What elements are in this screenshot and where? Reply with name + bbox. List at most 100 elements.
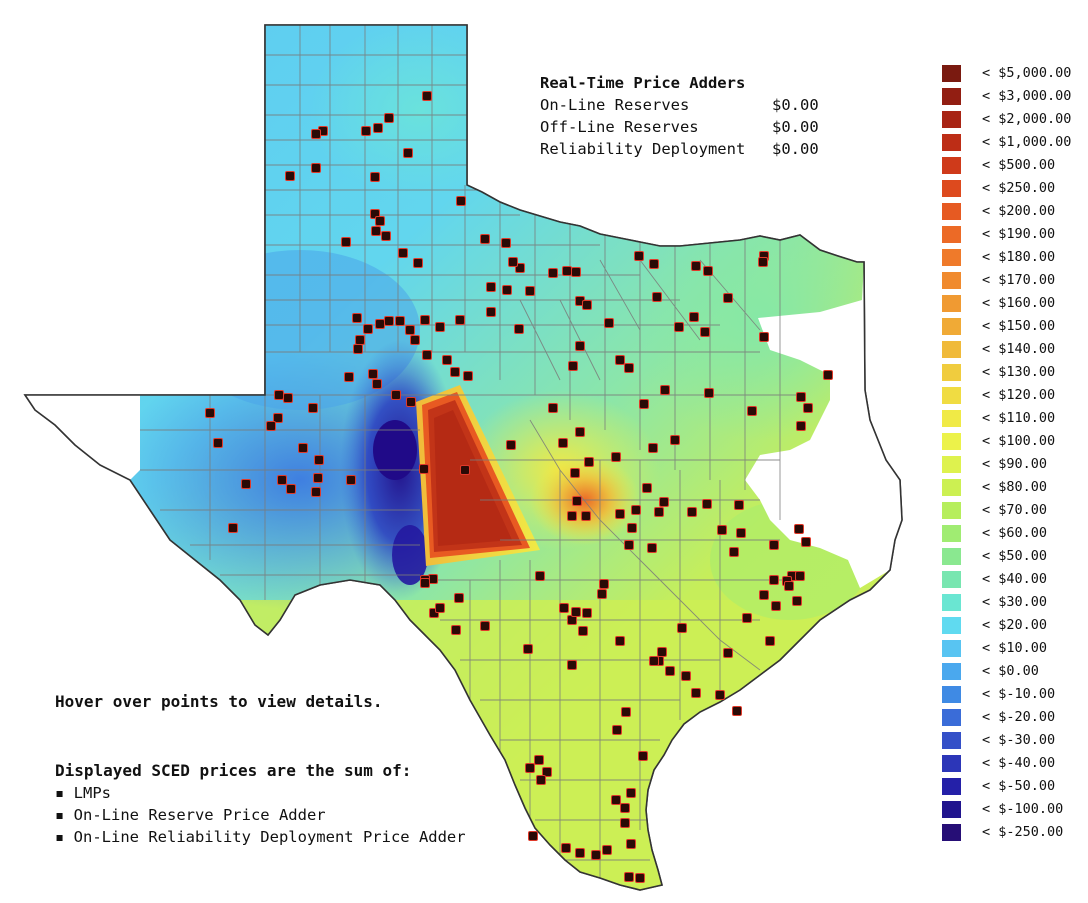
settlement-point[interactable] — [823, 370, 833, 380]
settlement-point[interactable] — [582, 608, 592, 618]
settlement-point[interactable] — [398, 248, 408, 258]
settlement-point[interactable] — [681, 671, 691, 681]
settlement-point[interactable] — [796, 392, 806, 402]
settlement-point[interactable] — [353, 344, 363, 354]
settlement-point[interactable] — [456, 196, 466, 206]
settlement-point[interactable] — [647, 543, 657, 553]
settlement-point[interactable] — [769, 575, 779, 585]
settlement-point[interactable] — [732, 706, 742, 716]
settlement-point[interactable] — [486, 307, 496, 317]
settlement-point[interactable] — [572, 496, 582, 506]
settlement-point[interactable] — [765, 636, 775, 646]
settlement-point[interactable] — [571, 267, 581, 277]
settlement-point[interactable] — [691, 688, 701, 698]
settlement-point[interactable] — [455, 315, 465, 325]
settlement-point[interactable] — [621, 707, 631, 717]
settlement-point[interactable] — [631, 505, 641, 515]
settlement-point[interactable] — [734, 500, 744, 510]
settlement-point[interactable] — [435, 322, 445, 332]
settlement-point[interactable] — [717, 525, 727, 535]
settlement-point[interactable] — [352, 313, 362, 323]
settlement-point[interactable] — [558, 438, 568, 448]
settlement-point[interactable] — [639, 399, 649, 409]
settlement-point[interactable] — [794, 524, 804, 534]
settlement-point[interactable] — [649, 259, 659, 269]
settlement-point[interactable] — [346, 475, 356, 485]
settlement-point[interactable] — [626, 788, 636, 798]
settlement-point[interactable] — [649, 656, 659, 666]
settlement-point[interactable] — [420, 315, 430, 325]
settlement-point[interactable] — [627, 523, 637, 533]
settlement-point[interactable] — [514, 324, 524, 334]
settlement-point[interactable] — [620, 818, 630, 828]
settlement-point[interactable] — [795, 571, 805, 581]
settlement-point[interactable] — [536, 775, 546, 785]
settlement-point[interactable] — [771, 601, 781, 611]
settlement-point[interactable] — [659, 497, 669, 507]
settlement-point[interactable] — [534, 755, 544, 765]
settlement-point[interactable] — [283, 393, 293, 403]
settlement-point[interactable] — [460, 465, 470, 475]
settlement-point[interactable] — [355, 335, 365, 345]
settlement-point[interactable] — [454, 593, 464, 603]
settlement-point[interactable] — [450, 367, 460, 377]
settlement-point[interactable] — [525, 286, 535, 296]
settlement-point[interactable] — [363, 324, 373, 334]
settlement-point[interactable] — [584, 457, 594, 467]
settlement-point[interactable] — [689, 312, 699, 322]
settlement-point[interactable] — [581, 511, 591, 521]
settlement-point[interactable] — [611, 452, 621, 462]
settlement-point[interactable] — [567, 511, 577, 521]
settlement-point[interactable] — [575, 427, 585, 437]
settlement-point[interactable] — [311, 163, 321, 173]
settlement-point[interactable] — [634, 251, 644, 261]
settlement-point[interactable] — [677, 623, 687, 633]
settlement-point[interactable] — [571, 607, 581, 617]
settlement-point[interactable] — [370, 172, 380, 182]
settlement-point[interactable] — [736, 528, 746, 538]
settlement-point[interactable] — [535, 571, 545, 581]
settlement-point[interactable] — [435, 603, 445, 613]
settlement-point[interactable] — [486, 282, 496, 292]
settlement-point[interactable] — [506, 440, 516, 450]
settlement-point[interactable] — [687, 507, 697, 517]
settlement-point[interactable] — [213, 438, 223, 448]
settlement-point[interactable] — [635, 873, 645, 883]
settlement-point[interactable] — [422, 91, 432, 101]
settlement-point[interactable] — [373, 123, 383, 133]
settlement-point[interactable] — [670, 435, 680, 445]
settlement-point[interactable] — [758, 257, 768, 267]
settlement-point[interactable] — [715, 690, 725, 700]
settlement-point[interactable] — [602, 845, 612, 855]
settlement-point[interactable] — [648, 443, 658, 453]
settlement-point[interactable] — [665, 666, 675, 676]
settlement-point[interactable] — [375, 319, 385, 329]
settlement-point[interactable] — [747, 406, 757, 416]
settlement-point[interactable] — [652, 292, 662, 302]
settlement-point[interactable] — [523, 644, 533, 654]
settlement-point[interactable] — [723, 648, 733, 658]
settlement-point[interactable] — [413, 258, 423, 268]
settlement-point[interactable] — [575, 341, 585, 351]
settlement-point[interactable] — [384, 113, 394, 123]
settlement-point[interactable] — [612, 725, 622, 735]
settlement-point[interactable] — [528, 831, 538, 841]
settlement-point[interactable] — [704, 388, 714, 398]
settlement-point[interactable] — [274, 390, 284, 400]
settlement-point[interactable] — [266, 421, 276, 431]
settlement-point[interactable] — [314, 455, 324, 465]
settlement-point[interactable] — [403, 148, 413, 158]
settlement-point[interactable] — [308, 403, 318, 413]
settlement-point[interactable] — [674, 322, 684, 332]
settlement-point[interactable] — [626, 839, 636, 849]
settlement-point[interactable] — [567, 660, 577, 670]
settlement-point[interactable] — [548, 268, 558, 278]
settlement-point[interactable] — [796, 421, 806, 431]
settlement-point[interactable] — [624, 872, 634, 882]
settlement-point[interactable] — [311, 487, 321, 497]
settlement-point[interactable] — [582, 300, 592, 310]
settlement-point[interactable] — [578, 626, 588, 636]
settlement-point[interactable] — [803, 403, 813, 413]
settlement-point[interactable] — [344, 372, 354, 382]
settlement-point[interactable] — [784, 581, 794, 591]
